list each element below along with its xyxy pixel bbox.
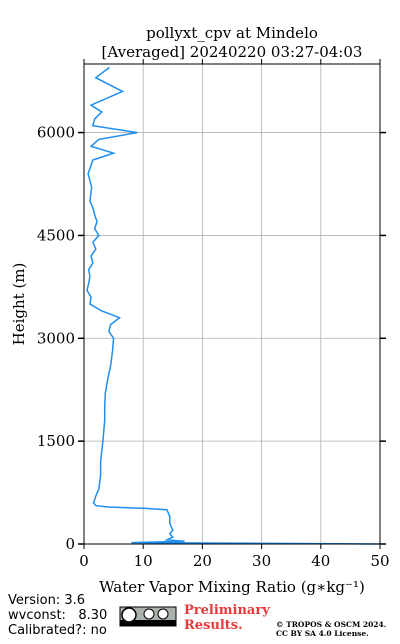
preliminary-text: Results. <box>184 618 243 633</box>
x-axis-label: Water Vapor Mixing Ratio (g∗kg⁻¹) <box>99 578 365 596</box>
x-tick-label: 50 <box>370 552 389 570</box>
license-text: CC BY SA 4.0 License. <box>276 629 369 638</box>
x-tick-label: 10 <box>134 552 153 570</box>
plot-frame <box>83 63 381 545</box>
wvconst-text: wvconst: 8.30 <box>8 608 107 623</box>
y-tick-label: 3000 <box>37 329 75 347</box>
cc-logo <box>119 606 177 627</box>
x-tick-label: 40 <box>311 552 330 570</box>
chart-subtitle: [Averaged] 20240220 03:27-04:03 <box>102 43 363 61</box>
y-tick-label: 4500 <box>37 226 75 244</box>
chart-title: pollyxt_cpv at Mindelo <box>146 24 318 42</box>
calibrated-text: Calibrated?: no <box>8 623 107 638</box>
y-tick-label: 1500 <box>37 432 75 450</box>
y-axis-label: Height (m) <box>10 263 28 346</box>
preliminary-text: Preliminary <box>184 603 270 618</box>
x-tick-label: 0 <box>79 552 89 570</box>
y-tick-label: 6000 <box>37 124 75 142</box>
x-tick-label: 20 <box>193 552 212 570</box>
version-text: Version: 3.6 <box>8 593 85 608</box>
y-tick-label: 0 <box>65 535 75 553</box>
copyright-text: © TROPOS & OSCM 2024. <box>276 620 386 629</box>
x-tick-label: 30 <box>252 552 271 570</box>
profile-line <box>86 66 381 545</box>
